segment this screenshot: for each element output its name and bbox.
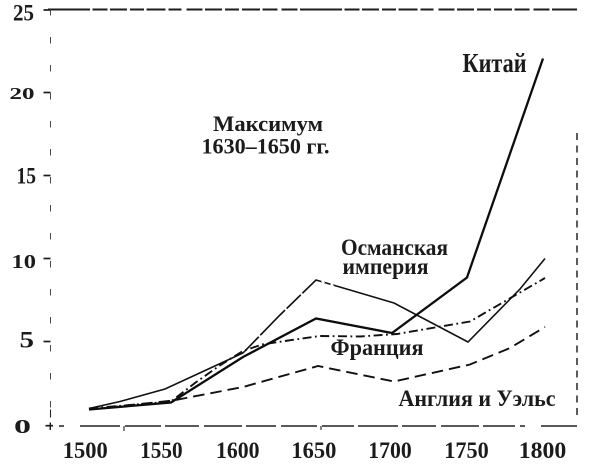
svg-text:1630–1650 гг.: 1630–1650 гг.: [202, 134, 330, 159]
svg-text:Англия и Уэльс: Англия и Уэльс: [399, 386, 556, 411]
svg-text:1500: 1500: [63, 438, 108, 463]
svg-text:1750: 1750: [444, 438, 489, 463]
svg-text:Максимум: Максимум: [213, 111, 323, 136]
svg-text:1550: 1550: [140, 438, 183, 463]
svg-text:Франция: Франция: [331, 335, 424, 360]
svg-text:0: 0: [14, 416, 31, 438]
svg-text:Османская: Османская: [341, 235, 448, 260]
svg-text:15: 15: [17, 164, 37, 189]
svg-text:5: 5: [20, 328, 35, 353]
svg-text:1600: 1600: [216, 438, 260, 463]
svg-text:1800: 1800: [519, 438, 567, 463]
svg-text:1650: 1650: [291, 438, 336, 463]
svg-text:Китай: Китай: [463, 48, 527, 78]
svg-text:1700: 1700: [368, 438, 412, 463]
svg-text:25: 25: [13, 1, 34, 26]
svg-text:20: 20: [10, 84, 35, 103]
svg-text:империя: империя: [343, 254, 429, 279]
svg-text:10: 10: [12, 251, 37, 273]
